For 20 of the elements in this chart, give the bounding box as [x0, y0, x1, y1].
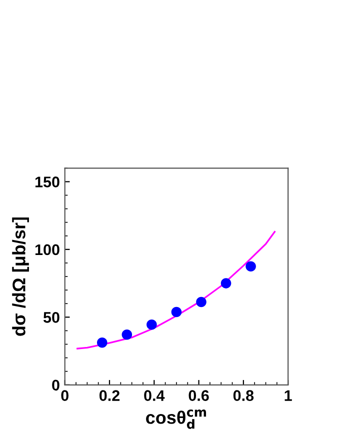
x-tick-label: 0.8 — [233, 390, 254, 401]
x-tick-label: 0.4 — [144, 390, 165, 401]
point — [171, 306, 182, 318]
point — [246, 261, 256, 272]
point — [96, 337, 108, 348]
point — [196, 296, 206, 308]
y-tick-label: 100 — [35, 244, 60, 256]
x-tick-label: 0.2 — [99, 390, 120, 401]
x-tick-label: 1 — [284, 390, 292, 401]
point — [122, 329, 132, 340]
point — [146, 319, 157, 330]
y-axis-title: dσ /dΩ [μb/sr] — [12, 217, 29, 336]
x-tick-label: 0 — [61, 390, 68, 401]
y-tick-label: 150 — [35, 176, 60, 188]
x-tick-label: 0.6 — [188, 390, 209, 401]
line-series — [76, 230, 276, 350]
point — [220, 278, 232, 288]
x-axis-title: cosθ$^{cm}$$_{d}$ — [146, 410, 206, 429]
y-tick-label: 50 — [43, 312, 60, 323]
y-tick-label: 0 — [52, 380, 60, 391]
